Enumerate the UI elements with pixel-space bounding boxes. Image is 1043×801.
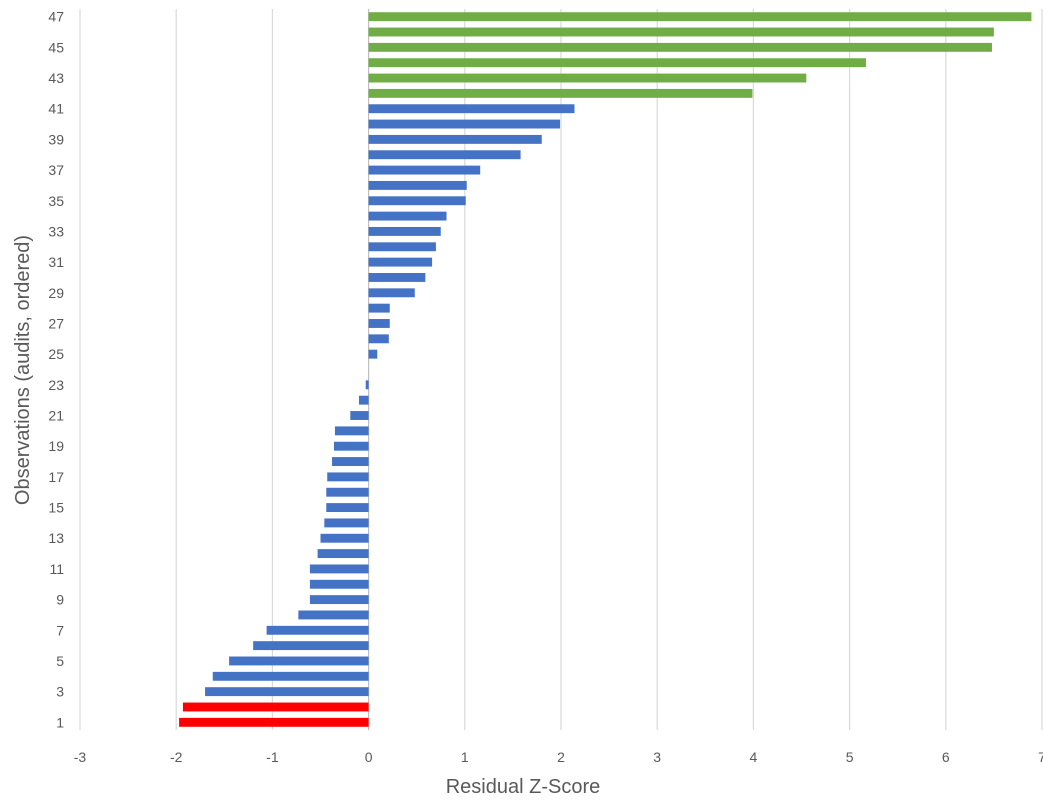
x-tick-label: 7 [1038,749,1043,765]
bar-23 [365,380,369,390]
y-tick-label: 23 [48,377,64,393]
y-tick-label: 13 [48,530,64,546]
bar-46 [368,27,994,37]
x-tick-label: -1 [266,749,279,765]
bar-7 [266,625,369,635]
bar-42 [368,88,753,98]
bar-25 [368,349,378,359]
bar-40 [368,119,561,129]
y-tick-label: 17 [48,469,64,485]
bar-33 [368,226,441,236]
bar-2 [182,702,369,712]
bar-18 [332,457,369,466]
bar-37 [368,165,481,175]
bar-12 [317,549,369,559]
x-tick-label: 6 [942,749,950,765]
bar-28 [368,303,390,313]
bar-16 [326,487,369,497]
x-tick-label: 3 [653,749,661,765]
bar-21 [350,411,369,420]
bar-43 [368,73,807,83]
bars [179,12,1032,727]
bar-31 [368,257,433,267]
x-axis-title: Residual Z-Score [446,776,601,798]
bar-19 [333,441,369,451]
x-tick-label: 1 [461,749,469,765]
bar-34 [368,211,447,221]
bar-9 [309,595,369,605]
y-tick-label: 1 [56,714,64,730]
bar-44 [368,58,866,68]
y-axis-title: Observations (audits, ordered) [12,235,34,505]
bar-41 [368,104,575,114]
bar-47 [368,12,1032,22]
bar-11 [309,564,369,574]
bar-36 [368,180,467,190]
bar-17 [327,472,369,482]
y-tick-label: 21 [48,408,64,424]
bar-32 [368,242,436,252]
bar-27 [368,319,390,328]
y-tick-label: 47 [48,9,64,25]
y-tick-label: 35 [48,193,64,209]
bar-14 [324,518,369,528]
x-tick-label: -2 [170,749,183,765]
y-tick-label: 9 [56,592,64,608]
bar-6 [253,641,369,651]
x-tick-label: 0 [365,749,373,765]
x-tick-label: 5 [846,749,854,765]
y-tick-label: 15 [48,500,64,516]
bar-45 [368,42,992,52]
bar-22 [358,395,369,405]
y-tick-label: 29 [48,285,64,301]
y-tick-label: 5 [56,653,64,669]
bar-5 [229,656,369,666]
y-tick-label: 39 [48,131,64,147]
y-tick-label: 31 [48,254,64,270]
bar-39 [368,134,542,144]
y-tick-label: 33 [48,223,64,239]
bar-1 [179,717,369,727]
bar-35 [368,196,466,206]
bar-38 [368,150,521,160]
bar-29 [368,288,415,298]
gridlines [79,9,1043,730]
y-tick-label: 27 [48,315,64,331]
bar-10 [309,579,369,589]
bar-20 [334,426,369,436]
bar-3 [205,687,369,697]
bar-4 [212,671,369,681]
y-tick-label: 7 [56,622,64,638]
bar-13 [320,533,369,543]
bar-8 [298,610,369,620]
bar-26 [368,334,389,344]
y-tick-label: 41 [48,101,64,117]
y-tick-label: 3 [56,684,64,700]
y-tick-label: 45 [48,39,64,55]
x-tick-labels: -3 -2 -1 0 1 2 3 4 5 6 7 [74,749,1043,765]
y-tick-label: 43 [48,70,64,86]
y-tick-label: 11 [49,561,64,577]
x-tick-label: -3 [74,749,87,765]
bar-15 [326,503,369,513]
bar-30 [368,273,426,282]
x-tick-label: 2 [557,749,565,765]
y-tick-label: 19 [48,438,64,454]
y-tick-label: 37 [48,162,64,178]
y-tick-labels: 1357911131517192123252729313335373941434… [48,9,64,731]
x-tick-label: 4 [750,749,758,765]
y-tick-label: 25 [48,346,64,362]
